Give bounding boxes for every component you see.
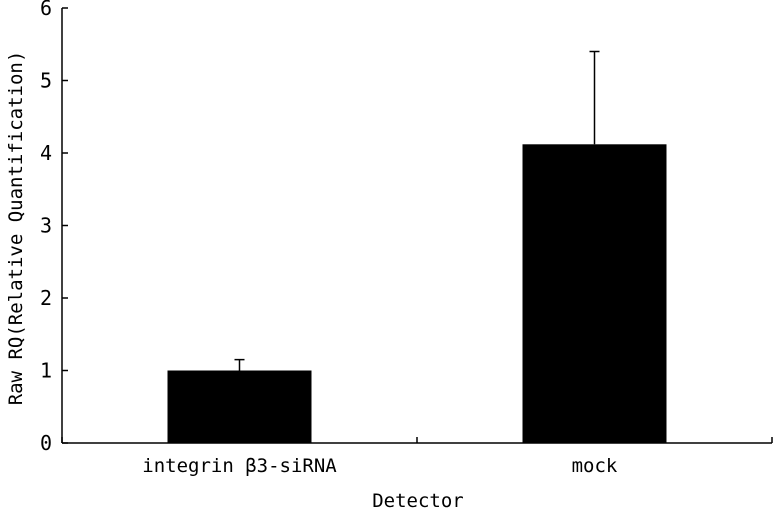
- y-tick-label: 5: [40, 69, 52, 93]
- x-axis-title: Detector: [372, 490, 464, 509]
- category-label: mock: [572, 455, 618, 477]
- y-axis: 0 1 2 3 4 5 6: [40, 0, 68, 455]
- bar: [167, 370, 312, 443]
- y-axis-title: Raw RQ(Relative Quantification): [5, 51, 27, 406]
- y-tick-label: 6: [40, 0, 52, 20]
- y-tick-label: 1: [40, 359, 52, 383]
- category-labels: integrin β3-siRNA mock: [142, 455, 618, 477]
- bars: [167, 144, 667, 444]
- y-tick-label: 0: [40, 431, 52, 455]
- bar: [522, 144, 667, 444]
- error-bars: [234, 50, 600, 371]
- y-tick-label: 4: [40, 141, 52, 165]
- y-tick-label: 3: [40, 214, 52, 238]
- y-tick-label: 2: [40, 286, 52, 310]
- category-label: integrin β3-siRNA: [142, 455, 337, 477]
